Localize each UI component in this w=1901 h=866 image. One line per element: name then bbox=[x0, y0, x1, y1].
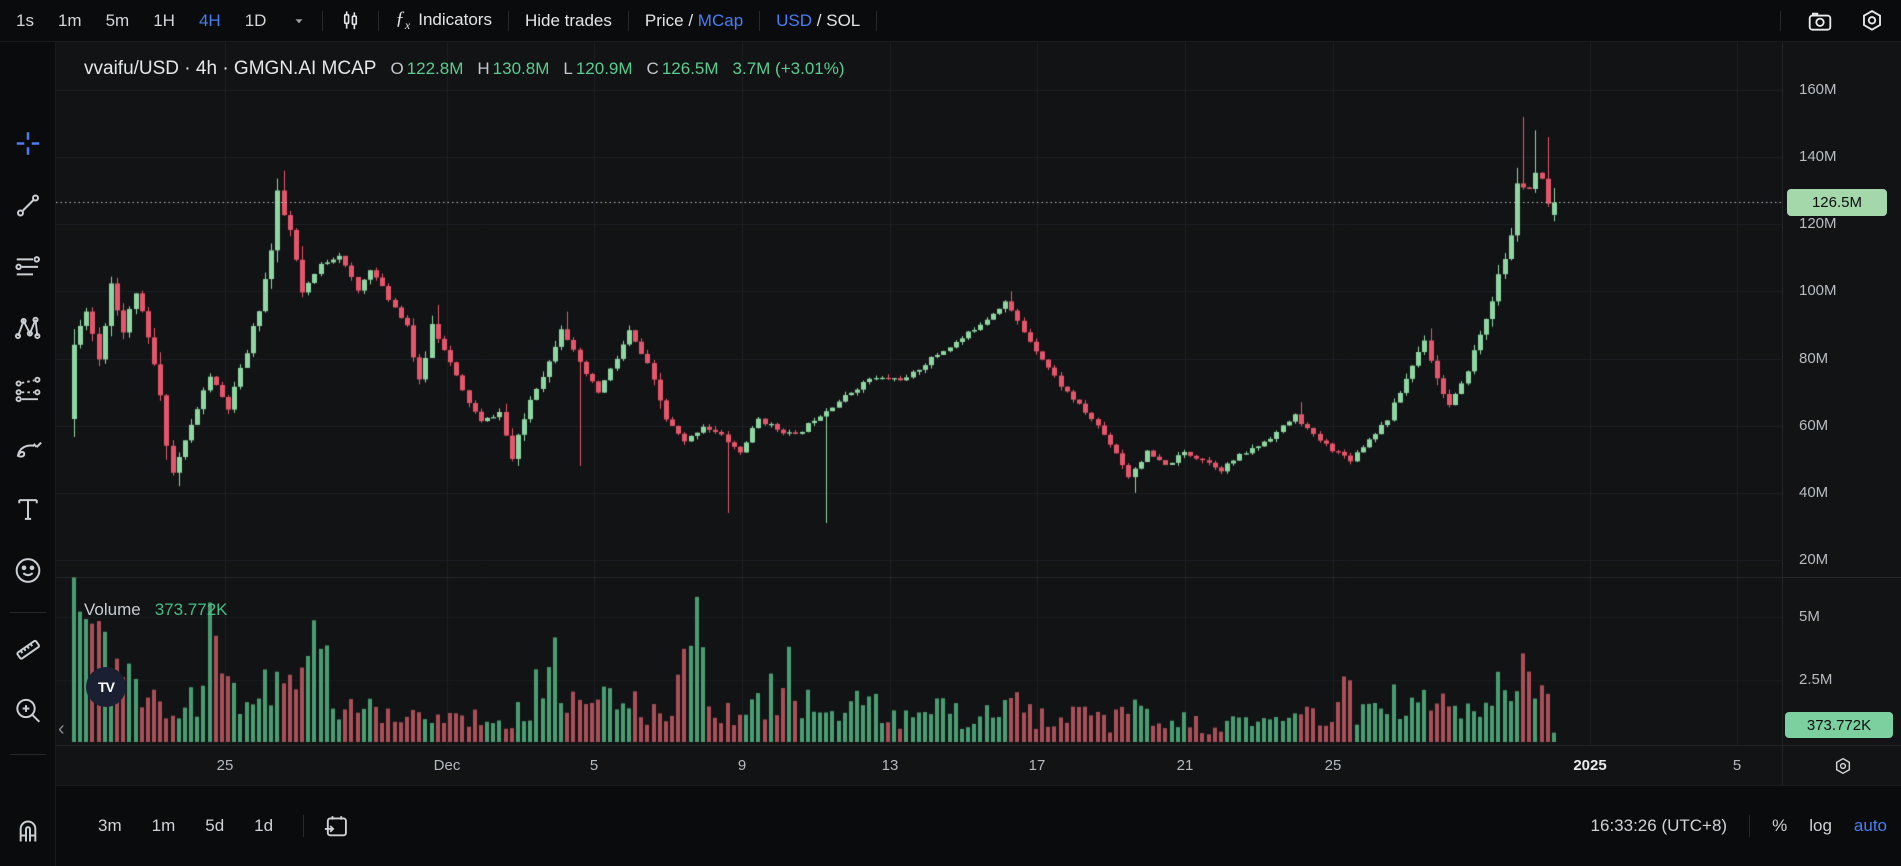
xabcd-pattern-tool-icon[interactable] bbox=[13, 314, 43, 349]
time-tick-label: 9 bbox=[737, 757, 747, 774]
ohlc-low: L 120.9M bbox=[563, 59, 633, 78]
drawing-tools-sidebar bbox=[0, 42, 56, 866]
timeframe-4h-active[interactable]: 4H bbox=[198, 10, 221, 30]
auto-scale-button[interactable]: auto bbox=[1853, 816, 1887, 835]
price-tick-label: 40M bbox=[1799, 483, 1829, 501]
price-tick-label: 60M bbox=[1799, 416, 1829, 434]
toolbar-divider bbox=[1749, 815, 1751, 837]
time-tick-label: Dec bbox=[433, 757, 461, 774]
time-tick-label: 25 bbox=[216, 757, 234, 774]
fx-icon: ƒx bbox=[395, 8, 411, 32]
volume-legend: Volume 373.772K bbox=[84, 600, 228, 620]
price-tick-label: 80M bbox=[1799, 349, 1829, 367]
toolbar-divider bbox=[303, 815, 305, 837]
chevron-down-icon[interactable] bbox=[292, 14, 306, 28]
volume-tick-label: 2.5M bbox=[1799, 670, 1833, 688]
price-mcap-toggle[interactable]: Price / MCap bbox=[644, 10, 744, 30]
magnet-tool-icon[interactable] bbox=[12, 814, 44, 851]
emoji-tool-icon[interactable] bbox=[12, 555, 44, 592]
time-tick-label: 25 bbox=[1324, 757, 1342, 774]
fib-lines-tool-icon[interactable] bbox=[13, 253, 43, 288]
bottom-right-controls: 16:33:26 (UTC+8) % log auto bbox=[1591, 815, 1887, 837]
timeframe-1s[interactable]: 1s bbox=[16, 10, 34, 30]
timeframe-1h[interactable]: 1H bbox=[153, 10, 175, 30]
ohlc-high: H 130.8M bbox=[477, 59, 550, 78]
percent-scale-button[interactable]: % bbox=[1772, 816, 1788, 835]
sidebar-divider bbox=[10, 612, 46, 613]
toolbar-divider bbox=[378, 10, 380, 31]
range-1m-button[interactable]: 1m bbox=[151, 816, 176, 835]
time-tick-label: 17 bbox=[1028, 757, 1046, 774]
forecast-tool-icon[interactable] bbox=[13, 374, 43, 409]
indicators-button[interactable]: ƒx Indicators bbox=[395, 8, 492, 32]
top-toolbar: 1s 1m 5m 1H 4H 1D ƒx Indicators Hide tra… bbox=[0, 0, 1901, 42]
range-1d-button[interactable]: 1d bbox=[254, 816, 274, 835]
zoom-in-tool-icon[interactable] bbox=[12, 695, 44, 732]
usd-sol-toggle[interactable]: USD / SOL bbox=[776, 10, 861, 30]
volume-label[interactable]: Volume bbox=[84, 600, 141, 619]
range-5d-button[interactable]: 5d bbox=[205, 816, 225, 835]
time-tick-label: 5 bbox=[1732, 757, 1742, 774]
toolbar-divider bbox=[759, 10, 761, 31]
axis-settings-gear-icon[interactable] bbox=[1783, 745, 1901, 785]
change-value: 3.7M (+3.01%) bbox=[732, 59, 845, 78]
pane-separator bbox=[1783, 577, 1901, 578]
trendline-tool-icon[interactable] bbox=[13, 191, 43, 226]
current-price-badge: 126.5M bbox=[1787, 189, 1887, 216]
text-tool-icon[interactable] bbox=[13, 495, 43, 530]
time-axis[interactable]: 25 Dec 5 9 13 17 21 25 2025 5 bbox=[56, 745, 1782, 785]
toolbar-divider bbox=[1780, 10, 1781, 31]
time-tick-label: 21 bbox=[1176, 757, 1194, 774]
go-to-date-calendar-icon[interactable] bbox=[322, 812, 350, 840]
range-3m-button[interactable]: 3m bbox=[98, 816, 122, 835]
toolbar-divider bbox=[876, 10, 878, 31]
timeframe-group: 1s 1m 5m 1H 4H 1D bbox=[16, 11, 306, 31]
price-axis[interactable]: 160M 140M 120M 100M 80M 60M 40M 20M 5M 2.5M 126.… bbox=[1782, 42, 1901, 785]
time-tick-label: 5 bbox=[589, 757, 599, 774]
toolbar-divider bbox=[507, 10, 509, 31]
session-clock[interactable]: 16:33:26 (UTC+8) bbox=[1590, 816, 1728, 835]
symbol-title[interactable]: vvaifu/USD · 4h · GMGN.AI MCAP bbox=[84, 58, 377, 79]
timeframe-5m[interactable]: 5m bbox=[105, 10, 130, 30]
sidebar-divider bbox=[10, 754, 46, 755]
bottom-toolbar: 3m 1m 5d 1d 16:33:26 (UTC+8) % log auto bbox=[56, 785, 1901, 866]
price-tick-label: 120M bbox=[1799, 215, 1837, 233]
timeframe-1m[interactable]: 1m bbox=[57, 10, 82, 30]
volume-value: 373.772K bbox=[154, 600, 228, 619]
current-volume-badge: 373.772K bbox=[1785, 712, 1893, 738]
price-tick-label: 100M bbox=[1799, 282, 1837, 300]
price-tick-label: 140M bbox=[1799, 148, 1837, 166]
brush-tool-icon[interactable] bbox=[13, 435, 43, 470]
candle-style-icon[interactable] bbox=[339, 9, 362, 32]
tradingview-logo[interactable]: TV bbox=[86, 667, 126, 707]
collapse-sidebar-chevron[interactable]: ‹ bbox=[58, 718, 65, 740]
ohlc-close: C 126.5M bbox=[646, 59, 719, 78]
price-tick-label: 20M bbox=[1799, 550, 1829, 568]
settings-gear-icon[interactable] bbox=[1859, 8, 1885, 34]
screenshot-camera-icon[interactable] bbox=[1807, 8, 1833, 34]
chart-legend: vvaifu/USD · 4h · GMGN.AI MCAP O 122.8M H… bbox=[84, 58, 845, 80]
hide-trades-button[interactable]: Hide trades bbox=[524, 10, 612, 30]
crosshair-tool-icon[interactable] bbox=[13, 129, 43, 164]
time-tick-label: 2025 bbox=[1573, 757, 1607, 774]
timeframe-1d[interactable]: 1D bbox=[244, 10, 267, 30]
toolbar-divider bbox=[627, 10, 629, 31]
price-tick-label: 160M bbox=[1799, 81, 1837, 98]
candlestick-chart-canvas[interactable] bbox=[56, 42, 1782, 745]
toolbar-divider bbox=[322, 10, 324, 31]
time-tick-label: 13 bbox=[881, 757, 899, 774]
volume-tick-label: 5M bbox=[1799, 608, 1820, 625]
log-scale-button[interactable]: log bbox=[1809, 816, 1832, 835]
chart-area: vvaifu/USD · 4h · GMGN.AI MCAP O 122.8M H… bbox=[56, 42, 1901, 866]
ohlc-open: O 122.8M bbox=[390, 59, 464, 78]
ruler-tool-icon[interactable] bbox=[12, 634, 44, 671]
